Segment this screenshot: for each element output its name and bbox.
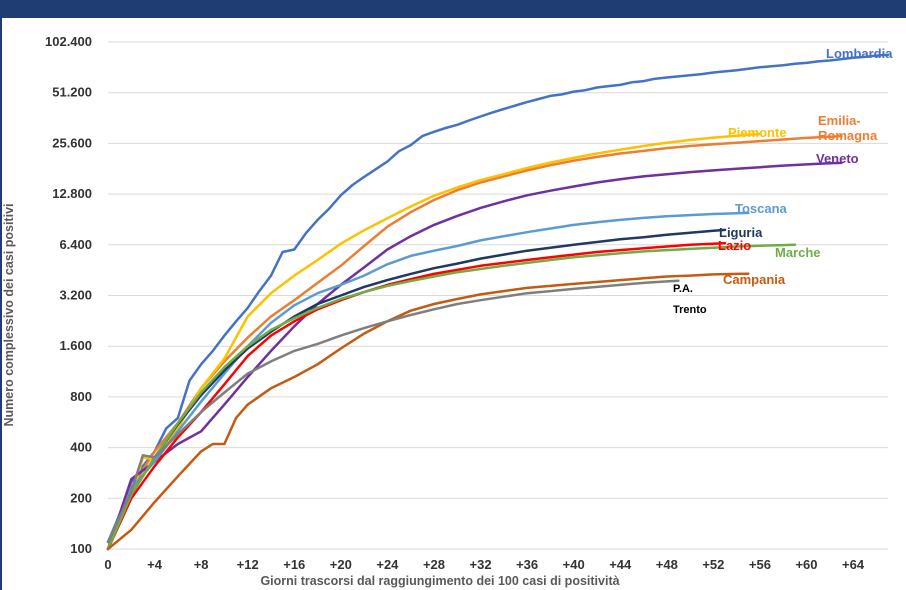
series-label-toscana: Toscana	[735, 201, 788, 216]
series-line-p-a-trento	[106, 279, 680, 544]
y-tick-label: 6.400	[59, 237, 92, 252]
series-label-liguria: Liguria	[719, 225, 763, 240]
series-label-p-a-trento: P.A. Trento	[673, 283, 707, 316]
x-tick-label: +60	[795, 557, 817, 572]
y-tick-label: 102.400	[45, 34, 92, 49]
gridlines	[108, 41, 888, 550]
series-line-lazio	[106, 241, 727, 551]
series-line-toscana	[106, 211, 750, 551]
x-tick-label: +52	[702, 557, 724, 572]
series-label-lombardia: Lombardia	[826, 46, 893, 61]
x-tick-label: +40	[563, 557, 585, 572]
y-tick-label: 100	[70, 541, 92, 556]
y-tick-label: 1.600	[59, 338, 92, 353]
series-label-veneto: Veneto	[816, 151, 859, 166]
y-tick-label: 12.800	[52, 186, 92, 201]
x-tick-label: +44	[609, 557, 632, 572]
y-tick-label: 200	[70, 490, 92, 505]
x-tick-label: +48	[656, 557, 678, 572]
x-tick-label: +8	[194, 557, 209, 572]
x-tick-label: 0	[104, 557, 111, 572]
series-line-veneto	[106, 161, 843, 551]
y-tick-label: 400	[70, 440, 92, 455]
y-axis-title: Numero complessivo dei casi positivi	[2, 204, 16, 427]
series-label-emilia-romagna: Emilia-Romagna	[818, 113, 878, 143]
series-line-emilia-romagna	[106, 134, 843, 551]
x-axis-tick-labels: 0 +4 +8 +12 +16 +20 +24 +28 +32 +36 +40 +44 +48 +52 +5…	[104, 557, 864, 572]
header-band	[0, 0, 906, 18]
x-tick-label: +20	[330, 557, 352, 572]
series-line-piemonte	[106, 132, 762, 551]
series-lines	[106, 53, 890, 551]
x-axis-title: Giorni trascorsi dal raggiungimento dei …	[260, 574, 619, 588]
x-tick-label: +32	[470, 557, 492, 572]
x-tick-label: +16	[283, 557, 305, 572]
x-tick-label: +12	[237, 557, 259, 572]
x-tick-label: +24	[376, 557, 399, 572]
x-tick-label: +64	[842, 557, 865, 572]
series-label-campania: Campania	[723, 272, 786, 287]
series-line-liguria	[106, 228, 727, 551]
x-tick-label: +4	[147, 557, 163, 572]
series-line-marche	[106, 243, 797, 551]
x-tick-label: +56	[749, 557, 771, 572]
y-tick-label: 3.200	[59, 288, 92, 303]
series-label-lazio: Lazio	[718, 238, 751, 253]
y-tick-label: 51.200	[52, 85, 92, 100]
y-tick-label: 25.600	[52, 135, 92, 150]
y-tick-label: 800	[70, 389, 92, 404]
x-tick-label: +28	[423, 557, 445, 572]
series-line-lombardia	[106, 53, 890, 544]
series-label-marche: Marche	[775, 245, 821, 260]
y-axis-tick-labels: 100 200 400 800 1.600 3.200 6.400 12.800 25.600 5…	[45, 34, 92, 556]
series-line-campania	[106, 272, 750, 551]
series-labels: Lombardia Emilia-Romagna Piemonte Veneto Tos…	[673, 46, 893, 316]
series-label-piemonte: Piemonte	[728, 125, 787, 140]
side-rule	[0, 18, 2, 590]
x-tick-label: +36	[516, 557, 538, 572]
